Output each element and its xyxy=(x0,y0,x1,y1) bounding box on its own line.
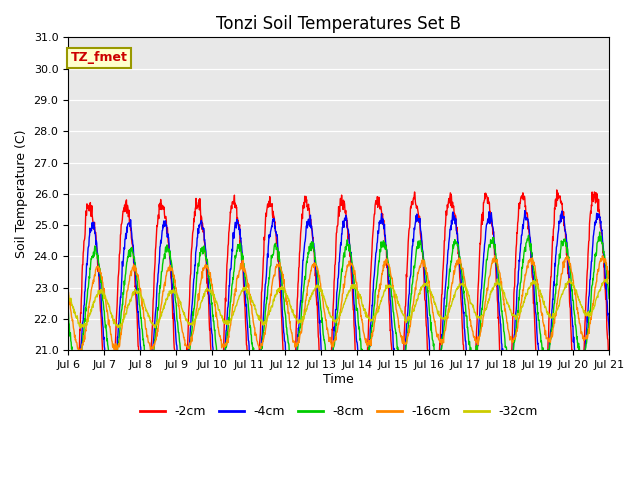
Legend: -2cm, -4cm, -8cm, -16cm, -32cm: -2cm, -4cm, -8cm, -16cm, -32cm xyxy=(134,400,543,423)
Y-axis label: Soil Temperature (C): Soil Temperature (C) xyxy=(15,130,28,258)
X-axis label: Time: Time xyxy=(323,373,354,386)
Text: TZ_fmet: TZ_fmet xyxy=(71,51,128,64)
Title: Tonzi Soil Temperatures Set B: Tonzi Soil Temperatures Set B xyxy=(216,15,461,33)
